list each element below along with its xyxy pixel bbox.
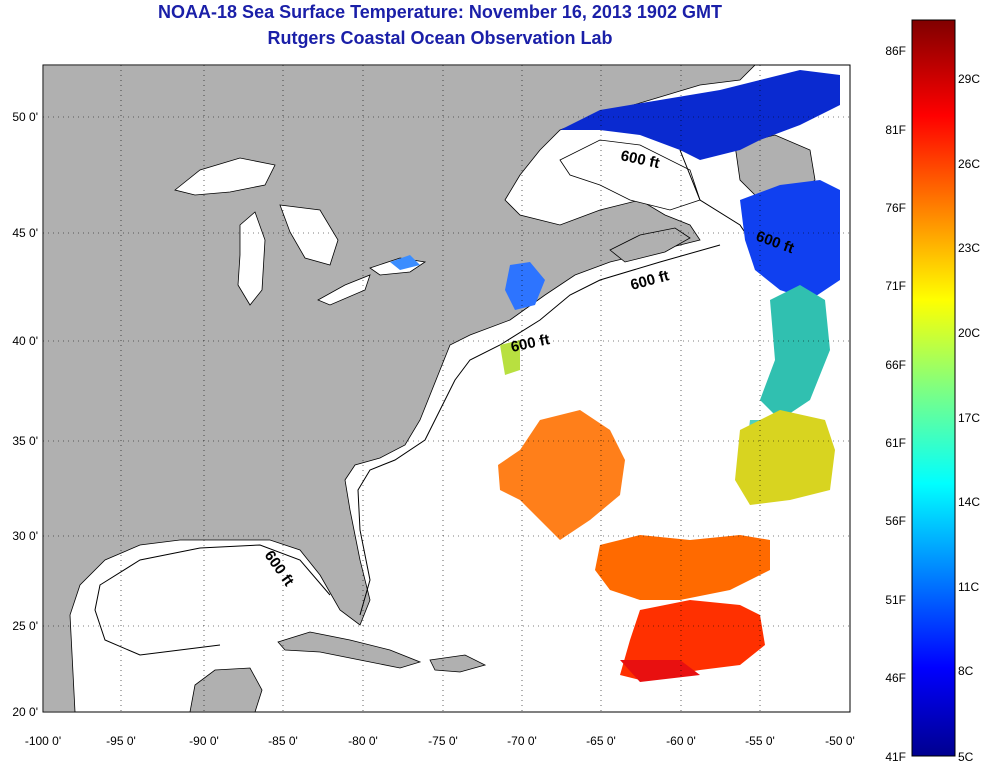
x-tick-label: -80 0' (348, 734, 378, 748)
x-tick-label: -55 0' (745, 734, 775, 748)
x-tick-label: -75 0' (428, 734, 458, 748)
x-tick-label: -65 0' (586, 734, 616, 748)
colorbar-f-label: 61F (885, 436, 906, 450)
land-hispaniola (429, 654, 487, 673)
colorbar-f-label: 66F (885, 358, 906, 372)
map-subtitle: Rutgers Coastal Ocean Observation Lab (267, 28, 613, 48)
colorbar-c-label: 20C (958, 326, 980, 340)
y-tick-label: 20 0' (12, 705, 38, 719)
colorbar-celsius-labels: 29C 26C 23C 20C 17C 14C 11C 8C 5C (958, 72, 980, 764)
x-tick-label: -50 0' (825, 734, 855, 748)
lake-huron (279, 204, 339, 266)
colorbar-c-label: 26C (958, 157, 980, 171)
y-tick-label: 35 0' (12, 434, 38, 448)
colorbar-c-label: 8C (958, 664, 974, 678)
colorbar-c-label: 14C (958, 495, 980, 509)
colorbar-c-label: 23C (958, 241, 980, 255)
colorbar-f-label: 51F (885, 593, 906, 607)
x-tick-label: -60 0' (666, 734, 696, 748)
y-tick-label: 45 0' (12, 226, 38, 240)
x-tick-label: -70 0' (507, 734, 537, 748)
land-nova-scotia (609, 227, 691, 263)
y-tick-label: 50 0' (12, 110, 38, 124)
longitude-ticks: -100 0' -95 0' -90 0' -85 0' -80 0' -75 0' -70… (25, 734, 855, 748)
land-cuba (277, 631, 422, 669)
colorbar-c-label: 5C (958, 750, 974, 764)
sst-data (390, 70, 840, 682)
colorbar-c-label: 17C (958, 411, 980, 425)
lake-superior (174, 157, 276, 196)
y-tick-label: 30 0' (12, 529, 38, 543)
x-tick-label: -85 0' (268, 734, 298, 748)
land-north-america (43, 65, 756, 712)
land-yucatan (189, 667, 263, 712)
y-tick-label: 25 0' (12, 619, 38, 633)
colorbar-f-label: 46F (885, 671, 906, 685)
lake-michigan (237, 211, 266, 306)
gulf-of-st-lawrence (559, 139, 701, 211)
colorbar-fahrenheit-labels: 86F 81F 76F 71F 66F 61F 56F 51F 46F 41F (885, 44, 906, 764)
colorbar-f-label: 41F (885, 750, 906, 764)
latitude-ticks: 50 0' 45 0' 40 0' 35 0' 30 0' 25 0' 20 0' (12, 110, 38, 719)
lake-erie (317, 274, 371, 306)
colorbar-f-label: 71F (885, 279, 906, 293)
x-tick-label: -95 0' (106, 734, 136, 748)
colorbar-c-label: 11C (958, 580, 979, 594)
colorbar-f-label: 81F (885, 123, 906, 137)
colorbar-f-label: 76F (885, 201, 906, 215)
x-tick-label: -90 0' (189, 734, 219, 748)
y-tick-label: 40 0' (12, 334, 38, 348)
colorbar (911, 19, 956, 757)
x-tick-label: -100 0' (25, 734, 61, 748)
map-title: NOAA-18 Sea Surface Temperature: Novembe… (158, 2, 722, 22)
colorbar-f-label: 86F (885, 44, 906, 58)
colorbar-f-label: 56F (885, 514, 906, 528)
colorbar-c-label: 29C (958, 72, 980, 86)
